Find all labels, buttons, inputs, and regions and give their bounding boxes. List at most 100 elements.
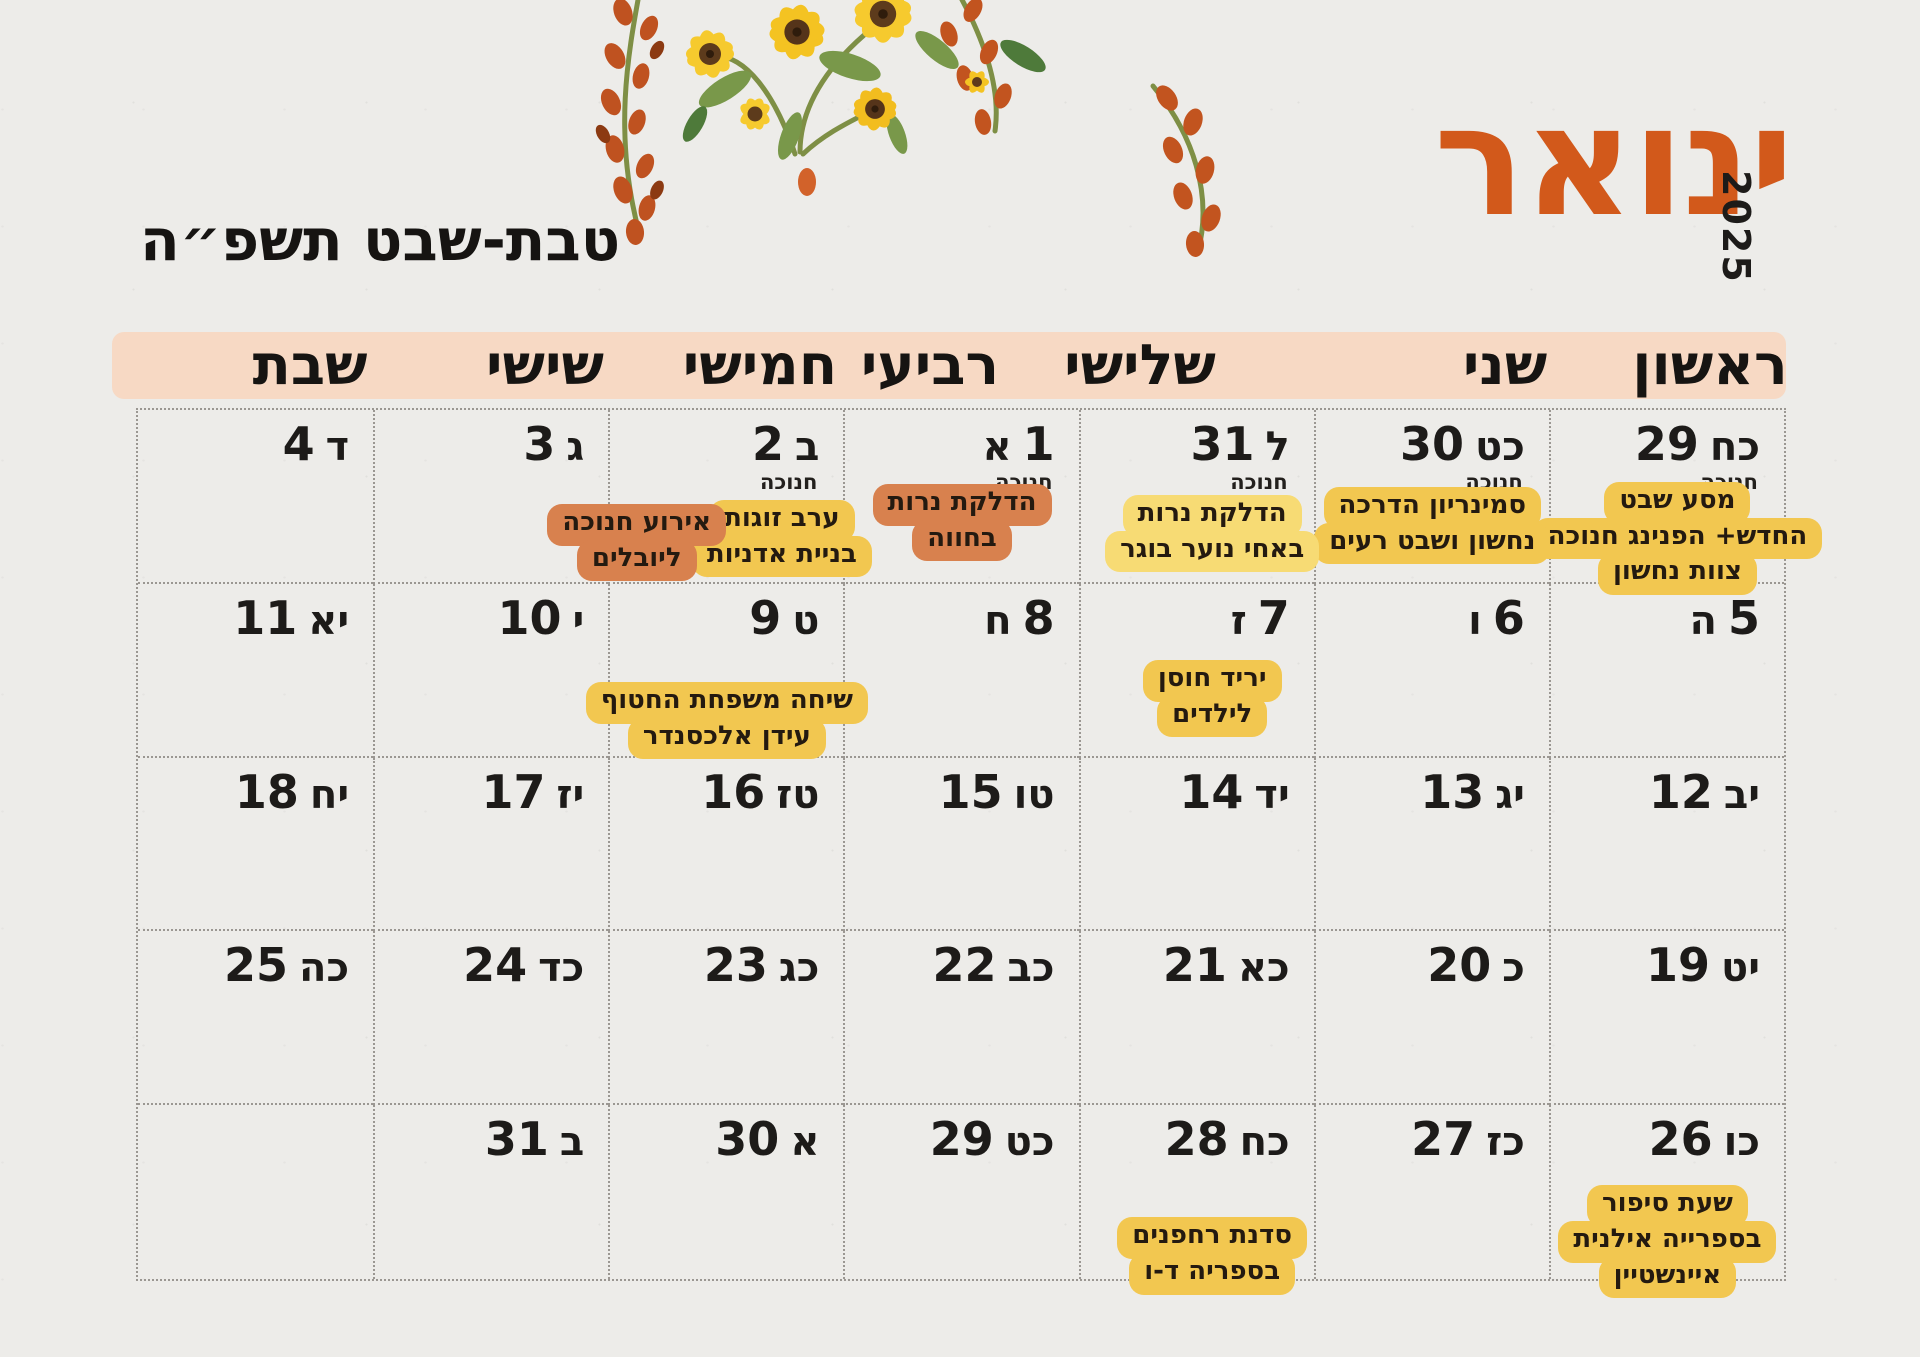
- event-note-line: אירוע חנוכה: [547, 504, 727, 546]
- hebrew-date: ט: [792, 597, 820, 644]
- event-note-line: באחי נוער בוגר: [1105, 530, 1320, 573]
- hebrew-date: כז: [1486, 1119, 1525, 1166]
- hebrew-date: טז: [776, 771, 820, 818]
- event-note-line: עידן אלכסנדר: [627, 717, 826, 760]
- hebrew-date: ו: [1468, 597, 1482, 644]
- hebrew-date: ז: [1230, 597, 1247, 644]
- calendar-cell: 14 יד: [1078, 757, 1314, 932]
- gregorian-date: 19: [1646, 938, 1711, 993]
- gregorian-date: 9: [749, 590, 782, 645]
- hebrew-date: א: [790, 1119, 820, 1166]
- calendar-cell: 29 כט: [843, 1105, 1078, 1279]
- gregorian-date: 22: [932, 938, 997, 993]
- date-line: 17 יז: [375, 758, 608, 816]
- weekday-label: שלישי: [1064, 333, 1216, 398]
- hebrew-date: כט: [1004, 1119, 1055, 1166]
- hebrew-date: ב: [559, 1119, 585, 1166]
- calendar-cell: 30 א: [608, 1105, 843, 1279]
- gregorian-date: 23: [703, 938, 768, 993]
- calendar-cell: 21 כא: [1078, 931, 1314, 1106]
- calendar-cell: 10 י: [373, 583, 609, 758]
- hebrew-date: כ: [1502, 945, 1525, 992]
- event-note: ערב זוגות בניית אדניות: [665, 500, 898, 578]
- hebrew-date: יב: [1723, 771, 1760, 818]
- date-line: 18 יח: [138, 758, 373, 816]
- hebrew-month-range: טבת-שבט תשפ״ה: [140, 206, 621, 274]
- gregorian-date: 27: [1411, 1112, 1476, 1167]
- gregorian-date: 30: [1400, 417, 1465, 471]
- hebrew-date: כא: [1237, 945, 1290, 992]
- calendar-cell: 1 א חנוכה הדלקת נרות בחווה: [843, 410, 1079, 584]
- event-note: הדלקת נרות באחי נוער בוגר: [1096, 495, 1329, 573]
- event-note-line: הדלקת נרות: [872, 484, 1052, 526]
- hebrew-date: כח: [1709, 424, 1760, 470]
- gregorian-date: 10: [497, 590, 562, 645]
- calendar-cell: 7 ז יריד חוסן לילדים: [1078, 583, 1314, 758]
- gregorian-date: 11: [233, 590, 298, 645]
- date-line: 23 כג: [610, 931, 843, 993]
- gregorian-date: 29: [1634, 417, 1699, 471]
- date-line: 29 כט: [845, 1105, 1078, 1166]
- gregorian-date: 7: [1257, 590, 1290, 645]
- date-line: 26 כו: [1551, 1105, 1784, 1164]
- date-line: 20 כ: [1316, 931, 1549, 992]
- event-note-line: בחווה: [912, 519, 1012, 562]
- event-note-line: צוות נחשון: [1598, 553, 1757, 596]
- event-note-line: נחשון ושבט רעים: [1314, 522, 1551, 565]
- hebrew-date: יט: [1721, 945, 1760, 992]
- calendar-cell: 28 כח סדנת רחפנים בספריה ד-ו: [1078, 1105, 1314, 1295]
- gregorian-date: 6: [1492, 590, 1525, 645]
- calendar-cell: 11 יא: [138, 584, 374, 758]
- date-line: 29 כח: [1551, 410, 1784, 471]
- gregorian-date: 31: [1190, 417, 1255, 471]
- event-note-line: שיחה משפחת החטוף: [585, 681, 869, 724]
- gregorian-date: 28: [1164, 1112, 1229, 1167]
- event-note: יריד חוסן לילדים: [1096, 659, 1329, 738]
- calendar-cell: 23 כג: [608, 931, 844, 1106]
- gregorian-date: 16: [701, 764, 766, 819]
- date-line: 31 ב: [375, 1105, 608, 1166]
- event-note-line: ערב זוגות: [709, 500, 855, 542]
- weekday-label: שני: [1462, 333, 1548, 398]
- gregorian-date: 2: [752, 417, 785, 471]
- gregorian-date: 15: [938, 764, 1003, 819]
- gregorian-date: 12: [1648, 764, 1713, 819]
- calendar-cell: 13 יג: [1313, 757, 1549, 932]
- weekday-label: רביעי: [860, 333, 1000, 398]
- event-note: שיחה משפחת החטוף עידן אלכסנדר: [585, 681, 869, 760]
- date-line: 22 כב: [845, 931, 1078, 993]
- hebrew-date: י: [572, 597, 585, 644]
- hebrew-date: ל: [1265, 424, 1290, 470]
- date-line: 12 יב: [1551, 758, 1784, 816]
- calendar-cell: 31 ב: [373, 1105, 608, 1279]
- calendar-cell: 24 כד: [373, 931, 609, 1106]
- gregorian-date: 18: [234, 764, 299, 819]
- hebrew-date: ח: [984, 597, 1012, 644]
- calendar-cell: 27 כז: [1313, 1105, 1549, 1279]
- event-note-line: איינשטיין: [1598, 1256, 1737, 1299]
- calendar-cell: 20 כ: [1313, 931, 1549, 1106]
- date-line: 27 כז: [1316, 1105, 1549, 1167]
- weekday-label: שישי: [486, 333, 604, 398]
- event-note-line: שעת סיפור: [1587, 1185, 1748, 1227]
- event-note: אירוע חנוכה ליובלים: [520, 504, 753, 582]
- holiday-label: חנוכה: [1230, 470, 1288, 495]
- hebrew-date: יא: [308, 597, 350, 644]
- date-line: 13 יג: [1316, 758, 1549, 816]
- date-line: 31 ל: [1081, 410, 1314, 471]
- calendar-cell: 16 טז: [608, 757, 844, 932]
- gregorian-date: 30: [715, 1112, 780, 1167]
- calendar-cell: 30 כט חנוכה סמינריון הדרכה נחשון ושבט רעים: [1313, 410, 1551, 584]
- gregorian-date: 8: [1022, 590, 1055, 645]
- calendar-cell: 31 ל חנוכה הדלקת נרות באחי נוער בוגר: [1078, 410, 1320, 584]
